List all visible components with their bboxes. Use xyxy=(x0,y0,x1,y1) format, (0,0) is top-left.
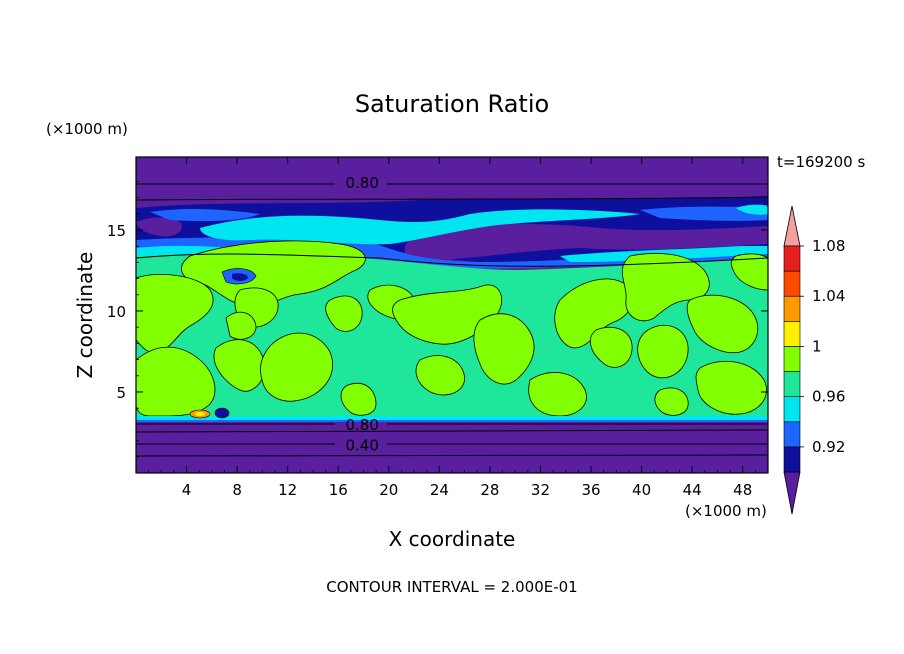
y-tick-label: 10 xyxy=(107,303,126,321)
colorbar-label: 0.96 xyxy=(812,388,845,406)
x-tick-label: 48 xyxy=(733,481,752,499)
contour-label: 0.80 xyxy=(345,174,378,192)
colorbar-label: 1.04 xyxy=(812,287,845,305)
colorbar-label: 1.08 xyxy=(812,237,845,255)
contour-field xyxy=(136,157,768,473)
y-axis-label: Z coordinate xyxy=(73,252,97,379)
y-unit-label: (×1000 m) xyxy=(46,120,128,138)
colorbar-band xyxy=(783,446,801,473)
x-tick-label: 36 xyxy=(581,481,600,499)
colorbar: 0.92 0.96 1 1.04 1.08 xyxy=(783,205,845,515)
x-axis-label: X coordinate xyxy=(389,527,516,551)
x-tick-label: 16 xyxy=(329,481,348,499)
y-tick-label: 5 xyxy=(116,384,126,402)
x-tick-label: 12 xyxy=(278,481,297,499)
colorbar-label: 1 xyxy=(812,337,822,355)
colorbar-band xyxy=(783,396,801,423)
colorbar-band xyxy=(783,295,801,322)
colorbar-band xyxy=(783,245,801,272)
colorbar-band xyxy=(783,270,801,297)
x-tick-label: 28 xyxy=(480,481,499,499)
x-tick-label: 20 xyxy=(379,481,398,499)
x-tick-label: 8 xyxy=(232,481,242,499)
x-unit-label: (×1000 m) xyxy=(685,502,767,520)
x-tick-label: 44 xyxy=(683,481,702,499)
colorbar-band xyxy=(783,346,801,372)
footer-note: CONTOUR INTERVAL = 2.000E-01 xyxy=(326,578,577,596)
x-tick-label: 4 xyxy=(182,481,192,499)
colorbar-band xyxy=(783,421,801,448)
colorbar-upper-extension xyxy=(783,205,801,247)
y-tick-label: 15 xyxy=(107,222,126,240)
band-cyan xyxy=(200,209,640,245)
x-tick-label: 24 xyxy=(430,481,449,499)
x-tick-label: 40 xyxy=(632,481,651,499)
time-label: t=169200 s xyxy=(777,153,865,171)
colorbar-band xyxy=(783,321,801,347)
contour-label: 0.80 xyxy=(345,416,378,434)
contour-lines xyxy=(136,183,768,457)
contour-label: 0.40 xyxy=(345,436,378,454)
colorbar-lower-extension xyxy=(783,471,801,515)
band-lime xyxy=(136,240,768,417)
chart-title: Saturation Ratio xyxy=(355,90,549,118)
x-tick-label: 32 xyxy=(531,481,550,499)
colorbar-label: 0.92 xyxy=(812,438,845,456)
colorbar-band xyxy=(783,371,801,397)
